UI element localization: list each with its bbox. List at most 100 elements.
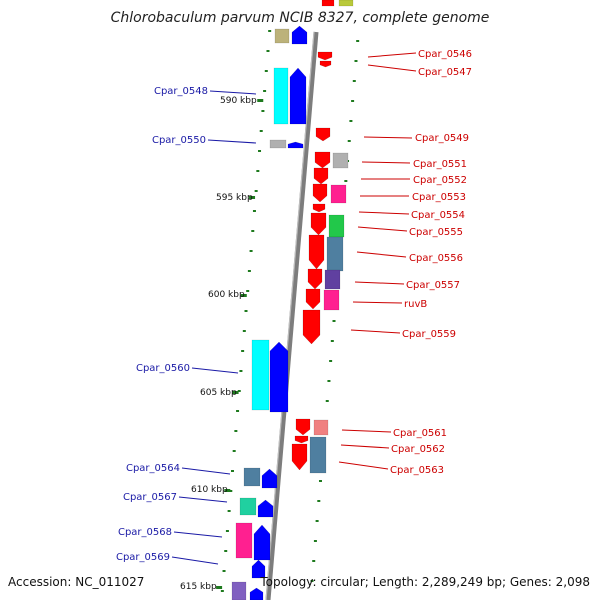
gene-arrow[interactable]: [313, 167, 329, 185]
tick-mark: [220, 590, 224, 592]
tick-mark: [352, 80, 356, 82]
gene-label[interactable]: Cpar_0567: [123, 492, 177, 503]
leader-line: [361, 161, 411, 164]
tick-mark: [344, 180, 348, 182]
tick-mark: [261, 110, 265, 112]
accession-text: Accession: NC_011027: [8, 575, 144, 589]
leader-line: [340, 444, 390, 449]
position-label: 615 kbp: [180, 582, 217, 592]
gene-arrow[interactable]: [315, 127, 331, 142]
cog-category-box: [338, 0, 354, 7]
gene-label[interactable]: Cpar_0552: [413, 175, 467, 186]
tick-mark: [247, 270, 251, 272]
gene-label[interactable]: Cpar_0569: [116, 552, 170, 563]
tick-mark: [268, 30, 272, 32]
cog-category-box: [313, 419, 329, 436]
gene-label[interactable]: Cpar_0546: [418, 49, 472, 60]
gene-label[interactable]: Cpar_0547: [418, 67, 472, 78]
gene-arrow[interactable]: [314, 151, 331, 169]
gene-arrow[interactable]: [253, 524, 271, 561]
gene-label[interactable]: Cpar_0553: [412, 192, 466, 203]
gene-arrow[interactable]: [261, 468, 278, 489]
tick-mark: [317, 500, 321, 502]
gene-arrow[interactable]: [312, 183, 328, 203]
tick-mark: [229, 490, 233, 492]
tick-mark: [259, 130, 263, 132]
cog-category-box: [273, 67, 289, 125]
tick-mark: [222, 570, 226, 572]
position-label: 590 kbp: [220, 96, 257, 106]
gene-label[interactable]: Cpar_0562: [391, 444, 445, 455]
topology-text: Topology: circular; Length: 2,289,249 bp…: [259, 575, 590, 589]
leader-line: [341, 429, 392, 433]
gene-features: [231, 0, 354, 600]
cog-category-box: [269, 139, 287, 149]
gene-label[interactable]: Cpar_0551: [413, 159, 467, 170]
gene-arrow[interactable]: [249, 587, 264, 600]
cog-category-box: [326, 236, 344, 272]
leader-line: [356, 251, 407, 258]
tick-mark: [266, 50, 270, 52]
gene-arrow[interactable]: [308, 234, 325, 270]
gene-label[interactable]: Cpar_0561: [393, 428, 447, 439]
gene-arrow[interactable]: [305, 288, 321, 310]
scale-tick: [240, 294, 247, 297]
gene-label[interactable]: Cpar_0563: [390, 465, 444, 476]
leader-line: [350, 329, 401, 334]
leader-line: [209, 90, 257, 95]
leader-line: [354, 281, 405, 285]
tick-mark: [354, 60, 358, 62]
position-scale: 590 kbp 595 kbp 600 kbp 605 kbp 610 kbp …: [180, 96, 257, 592]
gene-label[interactable]: ruvB: [404, 299, 427, 310]
tick-mark: [225, 530, 229, 532]
gene-arrow[interactable]: [269, 341, 289, 413]
gene-label[interactable]: Cpar_0564: [126, 463, 180, 474]
position-label: 600 kbp: [208, 290, 245, 300]
tick-mark: [312, 560, 316, 562]
gene-arrow[interactable]: [294, 435, 309, 444]
gene-label[interactable]: Cpar_0554: [411, 210, 465, 221]
gene-label[interactable]: Cpar_0550: [152, 135, 206, 146]
gene-arrow[interactable]: [302, 309, 321, 345]
leader-line: [363, 136, 413, 139]
gene-label[interactable]: Cpar_0548: [154, 86, 208, 97]
scale-tick: [257, 99, 264, 102]
gene-label[interactable]: Cpar_0556: [409, 253, 463, 264]
tick-mark: [310, 580, 314, 582]
tick-mark: [241, 350, 245, 352]
gene-arrow[interactable]: [291, 443, 308, 471]
tick-mark: [234, 430, 238, 432]
position-label: 610 kbp: [191, 485, 228, 495]
gene-label[interactable]: Cpar_0557: [406, 280, 460, 291]
leader-line: [178, 496, 228, 503]
gene-arrow[interactable]: [289, 67, 307, 125]
gene-arrow[interactable]: [251, 559, 266, 579]
gene-arrow[interactable]: [317, 51, 333, 61]
gene-label[interactable]: Cpar_0549: [415, 133, 469, 144]
tick-mark: [325, 400, 329, 402]
gene-arrow[interactable]: [310, 212, 327, 236]
tick-mark: [349, 120, 353, 122]
gene-arrow[interactable]: [295, 418, 311, 436]
reverse-gene-labels: Cpar_0546 Cpar_0547 Cpar_0549 Cpar_0551 …: [390, 49, 472, 476]
gene-label[interactable]: Cpar_0568: [118, 527, 172, 538]
cog-category-box: [328, 214, 345, 238]
gene-arrow[interactable]: [291, 25, 308, 45]
gene-label[interactable]: Cpar_0560: [136, 363, 190, 374]
cog-category-box: [239, 497, 257, 516]
tick-mark: [318, 480, 322, 482]
position-label: 595 kbp: [216, 193, 253, 203]
gene-arrow[interactable]: [312, 203, 326, 213]
gene-label[interactable]: Cpar_0555: [409, 227, 463, 238]
leader-line: [181, 467, 231, 475]
tick-mark: [252, 210, 256, 212]
gene-arrow[interactable]: [257, 499, 274, 518]
gene-arrow[interactable]: [319, 60, 332, 68]
tick-mark: [254, 190, 258, 192]
gene-label[interactable]: Cpar_0559: [402, 329, 456, 340]
leader-line: [173, 531, 223, 538]
cog-category-box: [251, 339, 270, 411]
tick-mark: [351, 100, 355, 102]
gene-arrow[interactable]: [287, 141, 304, 149]
gene-arrow[interactable]: [307, 268, 323, 290]
